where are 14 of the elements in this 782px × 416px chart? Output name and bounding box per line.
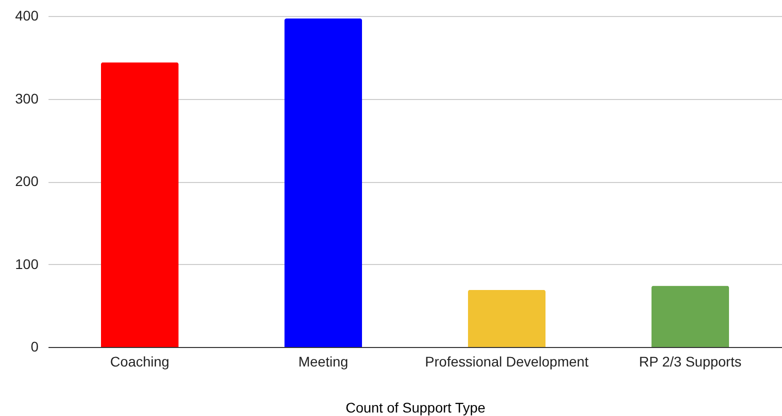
y-tick-label: 400 xyxy=(15,8,39,24)
x-tick-label: RP 2/3 Supports xyxy=(639,354,742,370)
x-tick-label: Professional Development xyxy=(425,354,589,370)
y-tick-label: 100 xyxy=(15,256,39,272)
y-tick-label: 200 xyxy=(15,173,39,189)
bar xyxy=(100,62,179,347)
y-tick-label: 0 xyxy=(30,338,39,354)
x-tick-label: Meeting xyxy=(298,354,348,370)
x-axis-title: Count of Support Type xyxy=(346,400,486,416)
bar xyxy=(284,18,362,347)
bar xyxy=(651,286,730,347)
y-tick-label: 300 xyxy=(15,90,39,106)
bar xyxy=(468,290,546,347)
x-tick-label: Coaching xyxy=(110,354,170,370)
